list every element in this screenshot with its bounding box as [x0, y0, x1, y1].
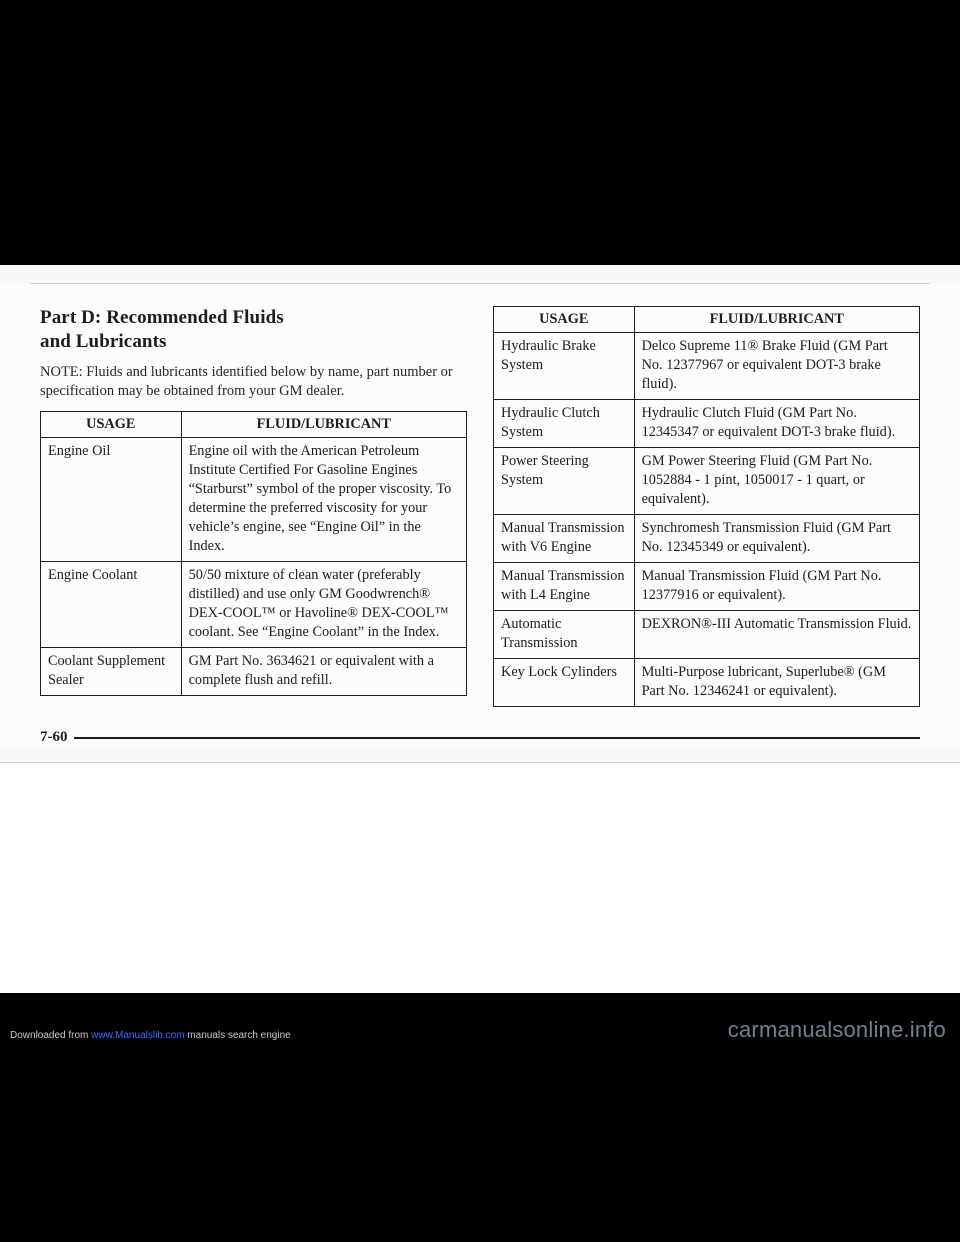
cell-fluid: DEXRON®-III Automatic Transmission Fluid… [634, 611, 919, 659]
watermark-text: carmanualsonline.info [728, 1017, 946, 1043]
col-header-usage: USAGE [41, 411, 182, 437]
right-column: USAGE FLUID/LUBRICANT Hydraulic Brake Sy… [493, 306, 920, 707]
table-row: Automatic Transmission DEXRON®-III Autom… [494, 611, 920, 659]
col-header-fluid: FLUID/LUBRICANT [634, 307, 919, 333]
table-row: Power Steering System GM Power Steering … [494, 448, 920, 515]
heading-line-1: Part D: Recommended Fluids [40, 307, 284, 328]
page-footer: 7-60 [40, 707, 920, 746]
fluids-table-left: USAGE FLUID/LUBRICANT Engine Oil Engine … [40, 411, 467, 696]
cell-fluid: 50/50 mixture of clean water (preferably… [181, 561, 466, 647]
download-prefix: Downloaded from [10, 1030, 91, 1041]
cell-fluid: Manual Transmission Fluid (GM Part No. 1… [634, 563, 919, 611]
page-inner: Part D: Recommended Fluids and Lubricant… [0, 283, 960, 762]
cell-usage: Automatic Transmission [494, 611, 635, 659]
table-row: Key Lock Cylinders Multi-Purpose lubrica… [494, 659, 920, 707]
cell-fluid: GM Part No. 3634621 or equivalent with a… [181, 647, 466, 695]
cell-usage: Engine Oil [41, 437, 182, 561]
note-text: NOTE: Fluids and lubricants identified b… [40, 363, 467, 401]
cell-usage: Hydraulic Clutch System [494, 400, 635, 448]
table-row: Hydraulic Clutch System Hydraulic Clutch… [494, 400, 920, 448]
cell-usage: Hydraulic Brake System [494, 333, 635, 400]
table-row: Hydraulic Brake System Delco Supreme 11®… [494, 333, 920, 400]
cell-usage: Manual Transmission with L4 Engine [494, 563, 635, 611]
table-row: Manual Transmission with L4 Engine Manua… [494, 563, 920, 611]
table-header-row: USAGE FLUID/LUBRICANT [494, 307, 920, 333]
cell-fluid: Hydraulic Clutch Fluid (GM Part No. 1234… [634, 400, 919, 448]
col-header-usage: USAGE [494, 307, 635, 333]
cell-fluid: Synchromesh Transmission Fluid (GM Part … [634, 515, 919, 563]
cell-usage: Engine Coolant [41, 561, 182, 647]
page-number: 7-60 [40, 729, 68, 746]
table-header-row: USAGE FLUID/LUBRICANT [41, 411, 467, 437]
cell-usage: Power Steering System [494, 448, 635, 515]
left-column: Part D: Recommended Fluids and Lubricant… [40, 306, 467, 707]
section-heading: Part D: Recommended Fluids and Lubricant… [40, 306, 467, 355]
table-row: Engine Oil Engine oil with the American … [41, 437, 467, 561]
download-suffix: manuals search engine [185, 1030, 291, 1041]
download-text: Downloaded from www.Manualslib.com manua… [10, 1030, 291, 1041]
heading-line-2: and Lubricants [40, 331, 167, 352]
download-link[interactable]: www.Manualslib.com [91, 1030, 184, 1041]
cell-usage: Manual Transmission with V6 Engine [494, 515, 635, 563]
col-header-fluid: FLUID/LUBRICANT [181, 411, 466, 437]
footer-row: 7-60 [40, 729, 920, 746]
bottom-black-bar: Downloaded from www.Manualslib.com manua… [0, 993, 960, 1051]
footer-rule [74, 737, 921, 739]
content-columns: Part D: Recommended Fluids and Lubricant… [40, 284, 920, 707]
table-row: Engine Coolant 50/50 mixture of clean wa… [41, 561, 467, 647]
cell-fluid: Multi-Purpose lubricant, Superlube® (GM … [634, 659, 919, 707]
cell-fluid: Engine oil with the American Petroleum I… [181, 437, 466, 561]
table-row: Manual Transmission with V6 Engine Synch… [494, 515, 920, 563]
table-row: Coolant Supplement Sealer GM Part No. 36… [41, 647, 467, 695]
fluids-table-right: USAGE FLUID/LUBRICANT Hydraulic Brake Sy… [493, 306, 920, 707]
cell-fluid: GM Power Steering Fluid (GM Part No. 105… [634, 448, 919, 515]
lower-white-area [0, 763, 960, 993]
page-outer: Part D: Recommended Fluids and Lubricant… [0, 265, 960, 763]
top-black-bar [0, 0, 960, 265]
cell-usage: Key Lock Cylinders [494, 659, 635, 707]
cell-fluid: Delco Supreme 11® Brake Fluid (GM Part N… [634, 333, 919, 400]
cell-usage: Coolant Supplement Sealer [41, 647, 182, 695]
gap [0, 746, 960, 762]
